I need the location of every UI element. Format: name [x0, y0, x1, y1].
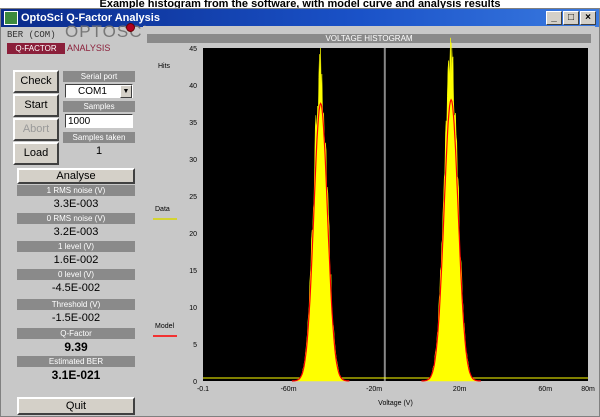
- check-button[interactable]: Check: [13, 70, 59, 93]
- optosci-logo: BER (COM) OPTOSCI Q-FACTOR ANALYSIS: [7, 22, 147, 59]
- analysis-word: ANALYSIS: [67, 43, 111, 53]
- result-label: 1 RMS noise (V): [17, 185, 135, 196]
- y-tick-label: 30: [189, 157, 197, 164]
- result-value: 3.2E-003: [53, 226, 99, 238]
- y-tick-label: 20: [189, 231, 197, 238]
- result-group: 0 RMS noise (V) 3.2E-003: [17, 213, 135, 240]
- result-value: 1.6E-002: [53, 254, 99, 266]
- ber-com-label: BER (COM): [7, 30, 56, 40]
- model-curve: [421, 98, 481, 382]
- result-label: Threshold (V): [17, 299, 135, 310]
- result-group: Threshold (V) -1.5E-002: [17, 299, 135, 326]
- x-tick-label: -0.1: [197, 386, 209, 393]
- model-curve: [291, 102, 350, 382]
- histogram-chart: 0 5 10 15 20 25 30 35 40 45 Hits -0.1 -60m -20m 20m 60m…: [153, 37, 595, 407]
- result-value: 3.3E-003: [53, 198, 99, 210]
- legend-label: Model: [155, 323, 175, 330]
- result-label: 0 level (V): [17, 269, 135, 280]
- samples-taken-value: 1: [95, 145, 103, 157]
- result-value: -4.5E-002: [51, 282, 101, 294]
- maximize-icon[interactable]: □: [563, 11, 579, 25]
- result-label: 0 RMS noise (V): [17, 213, 135, 224]
- legend-label: Data: [155, 206, 170, 213]
- y-tick-label: 25: [189, 194, 197, 201]
- abort-button[interactable]: Abort: [13, 118, 59, 141]
- start-button[interactable]: Start: [13, 94, 59, 117]
- app-window: OptoSci Q-Factor Analysis _ □ × BER (COM…: [0, 8, 600, 417]
- y-tick-label: 45: [189, 46, 197, 53]
- result-label: 1 level (V): [17, 241, 135, 252]
- window-title: OptoSci Q-Factor Analysis: [21, 12, 160, 24]
- result-label: Estimated BER: [17, 356, 135, 367]
- analyse-button[interactable]: Analyse: [17, 168, 135, 184]
- result-value: 9.39: [64, 340, 88, 354]
- y-axis-label: Hits: [158, 63, 171, 70]
- x-tick-label: 20m: [453, 386, 467, 393]
- x-tick-label: 80m: [581, 386, 595, 393]
- result-label: Q-Factor: [17, 328, 135, 339]
- result-value: -1.5E-002: [51, 312, 101, 324]
- x-tick-label: -60m: [281, 386, 297, 393]
- samples-label: Samples: [63, 101, 135, 112]
- result-group: Q-Factor 9.39: [17, 328, 135, 355]
- chart-title: VOLTAGE HISTOGRAM: [147, 34, 591, 43]
- chevron-down-icon[interactable]: ▼: [120, 85, 132, 98]
- y-tick-label: 5: [193, 342, 197, 349]
- figure-caption: Example histogram from the software, wit…: [99, 0, 501, 10]
- title-bar: OptoSci Q-Factor Analysis _ □ ×: [1, 9, 599, 27]
- samples-group: Samples 1000: [63, 101, 135, 131]
- plot-area: [203, 48, 588, 381]
- samples-taken-label: Samples taken: [63, 132, 135, 143]
- result-group: 1 RMS noise (V) 3.3E-003: [17, 185, 135, 212]
- close-icon[interactable]: ×: [580, 11, 596, 25]
- load-button[interactable]: Load: [13, 142, 59, 165]
- result-group: 0 level (V) -4.5E-002: [17, 269, 135, 296]
- samples-taken-group: Samples taken 1: [63, 132, 135, 160]
- y-tick-label: 15: [189, 268, 197, 275]
- x-tick-label: 60m: [538, 386, 552, 393]
- result-group: Estimated BER 3.1E-021: [17, 356, 135, 383]
- y-tick-label: 10: [189, 305, 197, 312]
- serial-port-select[interactable]: COM1 ▼: [65, 84, 133, 98]
- y-tick-label: 35: [189, 120, 197, 127]
- y-tick-label: 40: [189, 83, 197, 90]
- x-axis-label: Voltage (V): [378, 400, 413, 407]
- q-factor-band: Q-FACTOR: [7, 43, 65, 54]
- x-tick-label: -20m: [366, 386, 382, 393]
- window-controls: _ □ ×: [546, 11, 596, 25]
- serial-port-value: COM1: [78, 86, 107, 97]
- quit-button[interactable]: Quit: [17, 397, 135, 415]
- serial-port-group: Serial port COM1 ▼: [63, 71, 135, 101]
- serial-port-label: Serial port: [63, 71, 135, 82]
- samples-input[interactable]: 1000: [65, 114, 133, 128]
- y-tick-label: 0: [193, 379, 197, 386]
- histogram-panel: VOLTAGE HISTOGRAM 0 5 10 15 20 25 30 35 40 45 Hits…: [143, 26, 595, 411]
- minimize-icon[interactable]: _: [546, 11, 562, 25]
- brand-name: OPTOSCI: [65, 22, 149, 41]
- brand-dot-icon: [126, 23, 135, 32]
- result-group: 1 level (V) 1.6E-002: [17, 241, 135, 268]
- app-icon: [4, 11, 18, 25]
- result-value: 3.1E-021: [51, 368, 101, 382]
